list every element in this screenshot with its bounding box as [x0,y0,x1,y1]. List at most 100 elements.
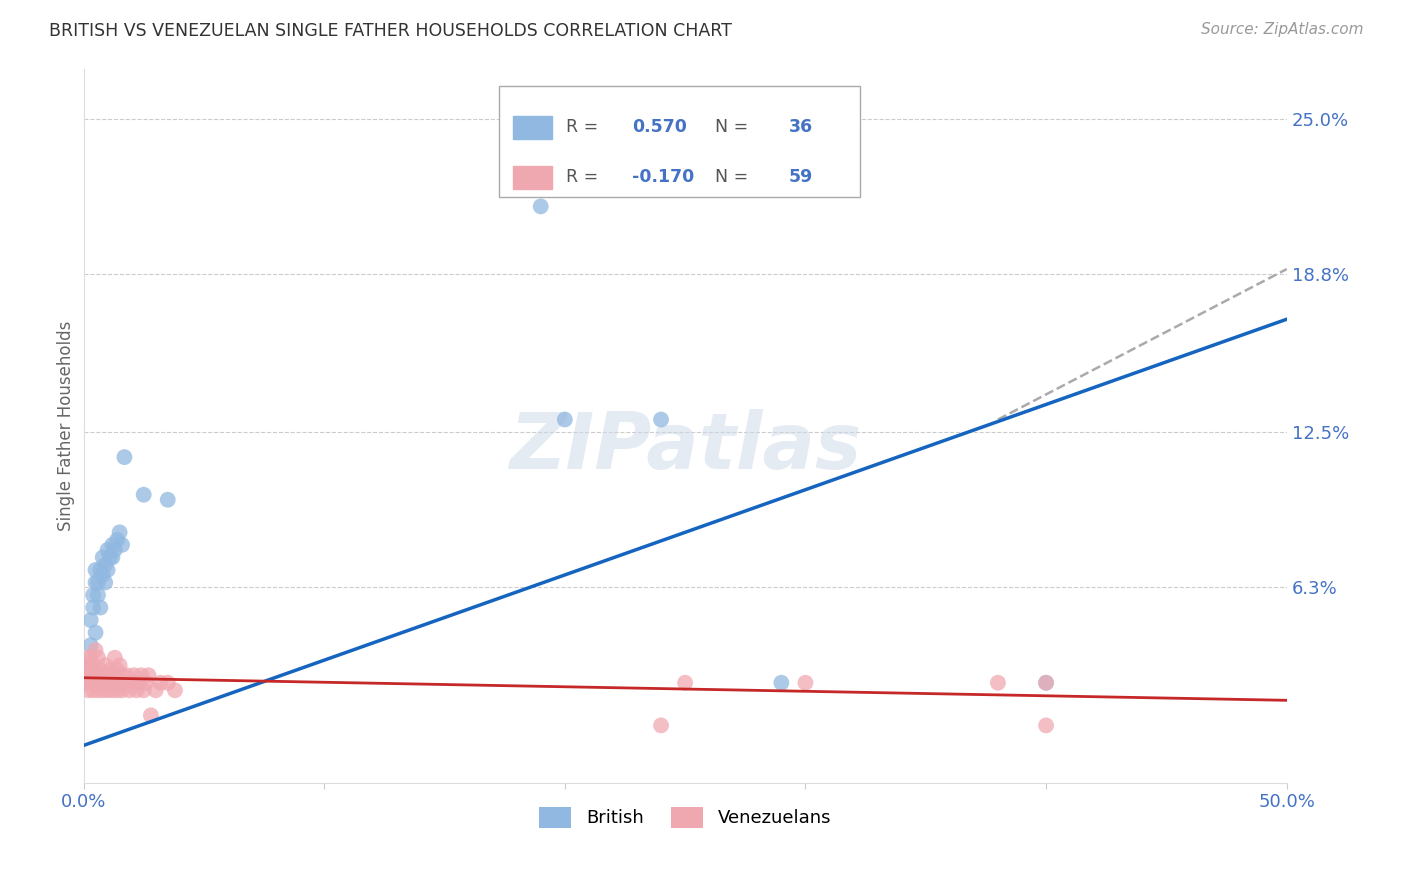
Point [650,412,672,426]
Point [77,658,100,673]
Point [80,663,103,677]
Point [112,450,135,464]
Point [105,683,128,698]
Point [104,650,127,665]
Point [108,675,131,690]
Point [98,675,121,690]
Point [101,550,124,565]
Bar [513,166,551,188]
Point [770,675,793,690]
Point [115,668,138,682]
Point [138,668,160,682]
Point [84,643,107,657]
Point [94,575,117,590]
Point [87,668,110,682]
Point [105,533,128,547]
Point [97,683,120,698]
Text: R =: R = [567,169,603,186]
Point [82,658,104,673]
Point [129,668,152,682]
Point [98,550,121,565]
Point [145,683,167,698]
Point [87,683,110,698]
Point [1035,675,1057,690]
Point [111,668,134,682]
Bar [513,116,551,139]
Point [91,550,114,565]
Point [112,675,135,690]
Point [139,708,162,723]
Point [84,625,107,640]
Point [118,683,141,698]
Text: Source: ZipAtlas.com: Source: ZipAtlas.com [1201,22,1364,37]
Point [80,663,103,677]
Point [101,683,124,698]
Point [91,683,114,698]
Point [104,542,127,557]
Text: 36: 36 [789,119,813,136]
Text: BRITISH VS VENEZUELAN SINGLE FATHER HOUSEHOLDS CORRELATION CHART: BRITISH VS VENEZUELAN SINGLE FATHER HOUS… [49,22,733,40]
Point [156,675,179,690]
Point [122,668,145,682]
Point [530,199,553,213]
Point [84,663,107,677]
Point [554,412,576,426]
Text: N =: N = [704,169,754,186]
Point [132,488,155,502]
Point [82,588,104,602]
Point [84,675,107,690]
Point [135,675,157,690]
Point [87,650,110,665]
Point [97,563,120,577]
Y-axis label: Single Father Households: Single Father Households [58,320,75,531]
Point [80,675,103,690]
Point [987,675,1010,690]
Point [1035,675,1057,690]
Point [75,675,97,690]
Text: 59: 59 [789,169,813,186]
Point [80,638,103,652]
Point [77,668,100,682]
Text: -0.170: -0.170 [633,169,695,186]
Point [108,525,131,540]
Point [94,658,117,673]
Point [77,650,100,665]
Point [111,538,134,552]
Point [84,563,107,577]
Point [1035,718,1057,732]
Point [77,668,100,682]
Point [80,613,103,627]
Legend: British, Venezuelans: British, Venezuelans [531,799,838,835]
Point [82,600,104,615]
Point [80,650,103,665]
Point [108,658,131,673]
Point [91,668,114,682]
Point [121,675,143,690]
Point [89,600,111,615]
Point [89,675,111,690]
Point [104,675,127,690]
Point [105,663,128,677]
Point [101,668,124,682]
Point [75,675,97,690]
Point [89,663,111,677]
Text: R =: R = [567,119,603,136]
Text: 0.570: 0.570 [633,119,688,136]
Point [111,683,134,698]
Point [794,675,817,690]
Point [82,683,104,698]
Point [650,718,672,732]
Point [132,683,155,698]
Point [77,683,100,698]
FancyBboxPatch shape [499,87,859,197]
Point [163,683,186,698]
Point [87,575,110,590]
Text: ZIPatlas: ZIPatlas [509,409,862,485]
Point [149,675,172,690]
Point [128,675,150,690]
Point [101,538,124,552]
Point [89,563,111,577]
Point [82,668,104,682]
Point [75,658,97,673]
Point [97,542,120,557]
